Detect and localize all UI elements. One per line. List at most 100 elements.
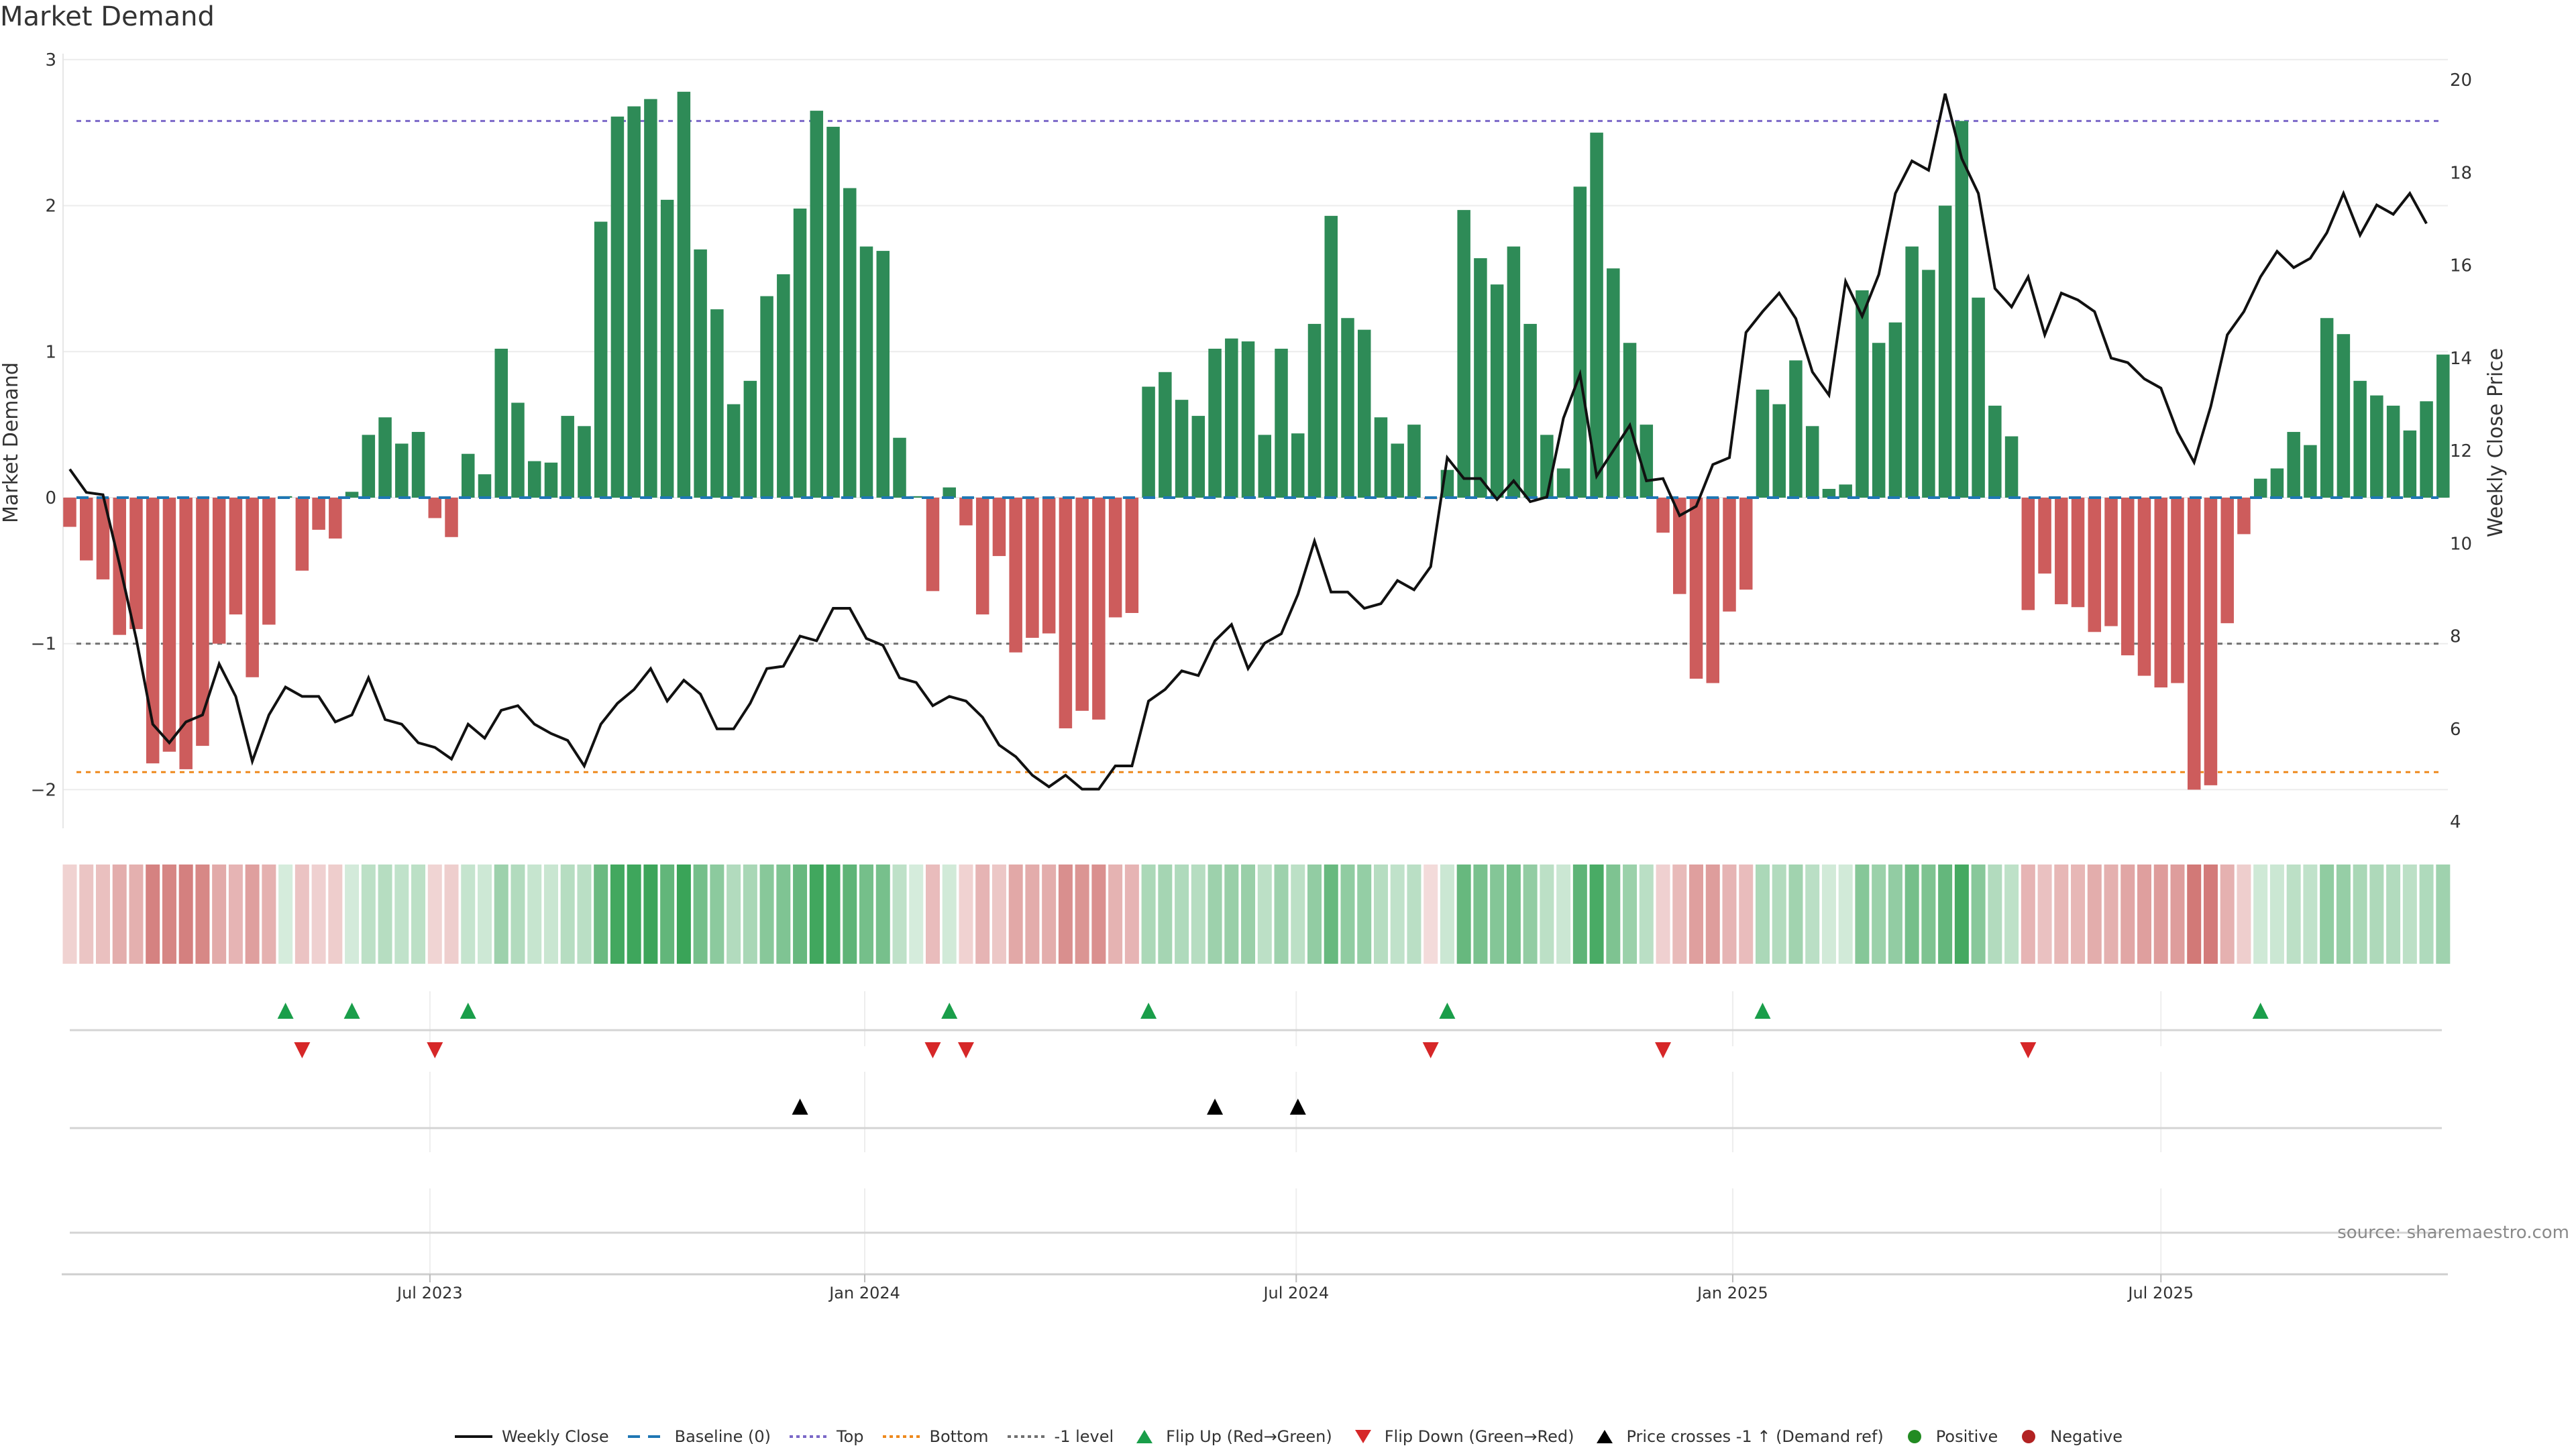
source-credit: source: sharemaestro.com	[2337, 1223, 2569, 1243]
positive-bar	[2304, 445, 2317, 498]
positive-bar	[462, 453, 475, 498]
y-tick-label: −2	[31, 780, 56, 800]
positive-bar	[1490, 284, 1504, 498]
demand-heat-strip	[62, 865, 2451, 964]
strip-cell-positive	[2004, 865, 2019, 964]
strip-cell-negative	[1739, 865, 1754, 964]
flip-up-marker	[1140, 1003, 1157, 1019]
positive-bar	[876, 251, 890, 498]
strip-cell-positive	[2320, 865, 2334, 964]
strip-cell-negative	[2137, 865, 2151, 964]
strip-cell-negative	[245, 865, 260, 964]
strip-cell-positive	[1373, 865, 1388, 964]
positive-bar	[793, 208, 807, 498]
positive-bar	[2287, 432, 2300, 498]
strip-cell-positive	[1523, 865, 1538, 964]
strip-cell-positive	[1324, 865, 1338, 964]
positive-bar	[1357, 329, 1371, 498]
y2-tick-label: 8	[2450, 627, 2461, 647]
strip-cell-positive	[1921, 865, 1936, 964]
strip-cell-negative	[2203, 865, 2218, 964]
strip-cell-positive	[1988, 865, 2002, 964]
strip-cell-positive	[1772, 865, 1786, 964]
strip-cell-positive	[1291, 865, 1305, 964]
negative-bar	[2237, 498, 2251, 535]
y2-tick-label: 12	[2450, 441, 2472, 461]
positive-bar	[578, 426, 591, 498]
negative-bar	[1689, 498, 1703, 679]
legend-item[interactable]: Flip Down (Green→Red)	[1350, 1427, 1574, 1446]
positive-bar	[1789, 360, 1803, 498]
negative-bar	[2204, 498, 2218, 785]
flip-up-marker	[460, 1003, 476, 1019]
legend-label: Flip Down (Green→Red)	[1384, 1427, 1574, 1446]
legend-item[interactable]: Positive	[1901, 1427, 1998, 1446]
strip-cell-positive	[560, 865, 575, 964]
positive-bar	[1540, 435, 1554, 498]
positive-bar	[1374, 417, 1388, 498]
negative-bar	[2038, 498, 2051, 574]
positive-bar	[777, 274, 790, 498]
strip-cell-positive	[1954, 865, 1969, 964]
positive-bar	[395, 443, 409, 498]
dotted-line-icon	[1006, 1430, 1046, 1443]
y2-tick-label: 16	[2450, 256, 2472, 276]
strip-cell-positive	[1606, 865, 1621, 964]
legend-item[interactable]: Weekly Close	[453, 1427, 609, 1446]
strip-cell-negative	[1058, 865, 1073, 964]
positive-bar	[2403, 430, 2417, 498]
strip-cell-positive	[1821, 865, 1836, 964]
negative-bar	[2088, 498, 2102, 632]
legend-item[interactable]: -1 level	[1006, 1427, 1114, 1446]
strip-cell-negative	[1722, 865, 1737, 964]
positive-bar	[1507, 246, 1521, 498]
strip-cell-negative	[2087, 865, 2102, 964]
strip-cell-negative	[2021, 865, 2035, 964]
flip-up-marker	[343, 1003, 360, 1019]
legend-item[interactable]: Top	[788, 1427, 864, 1446]
negative-bar	[1026, 498, 1039, 638]
strip-cell-positive	[1390, 865, 1405, 964]
strip-cell-positive	[710, 865, 724, 964]
x-tick-label: Jul 2025	[2127, 1284, 2194, 1302]
positive-bar	[1523, 323, 1537, 498]
strip-cell-negative	[2071, 865, 2086, 964]
negative-bar	[146, 498, 160, 764]
strip-cell-positive	[843, 865, 857, 964]
strip-cell-positive	[577, 865, 592, 964]
legend-item[interactable]: Price crosses -1 ↑ (Demand ref)	[1591, 1427, 1884, 1446]
positive-bar	[1805, 426, 1819, 498]
positive-bar	[345, 492, 359, 498]
negative-bar	[1706, 498, 1720, 683]
positive-bar	[2270, 468, 2284, 498]
positive-bar	[893, 437, 906, 498]
y-tick-label: 2	[45, 197, 56, 217]
positive-bar	[1955, 121, 1969, 498]
strip-cell-negative	[1689, 865, 1704, 964]
legend-item[interactable]: Negative	[2015, 1427, 2123, 1446]
flip-down-marker	[1422, 1042, 1439, 1058]
positive-bar	[1839, 484, 1852, 498]
legend-item[interactable]: Bottom	[881, 1427, 989, 1446]
negative-bar	[262, 498, 276, 625]
legend-label: Positive	[1935, 1427, 1998, 1446]
positive-bar	[1291, 433, 1305, 498]
y-tick-label: 1	[45, 342, 56, 362]
legend-item[interactable]: Flip Up (Red→Green)	[1131, 1427, 1332, 1446]
flip-up-marker	[1439, 1003, 1456, 1019]
positive-bar	[2420, 401, 2433, 498]
legend-item[interactable]: Baseline (0)	[627, 1427, 771, 1446]
positive-bar	[1341, 318, 1354, 498]
strip-cell-negative	[2187, 865, 2202, 964]
x-axis: Jul 2023 Jan 2024 Jul 2024 Jan 2025 Jul 2025	[62, 1273, 2448, 1302]
legend-label: -1 level	[1054, 1427, 1114, 1446]
positive-bar	[859, 246, 873, 498]
strip-cell-negative	[2170, 865, 2185, 964]
positive-bar	[1590, 132, 1603, 498]
negative-bar	[196, 498, 209, 746]
strip-cell-positive	[1158, 865, 1173, 964]
strip-cell-negative	[1705, 865, 1720, 964]
positive-bar	[1225, 338, 1238, 498]
strip-cell-negative	[1042, 865, 1057, 964]
strip-cell-positive	[527, 865, 542, 964]
